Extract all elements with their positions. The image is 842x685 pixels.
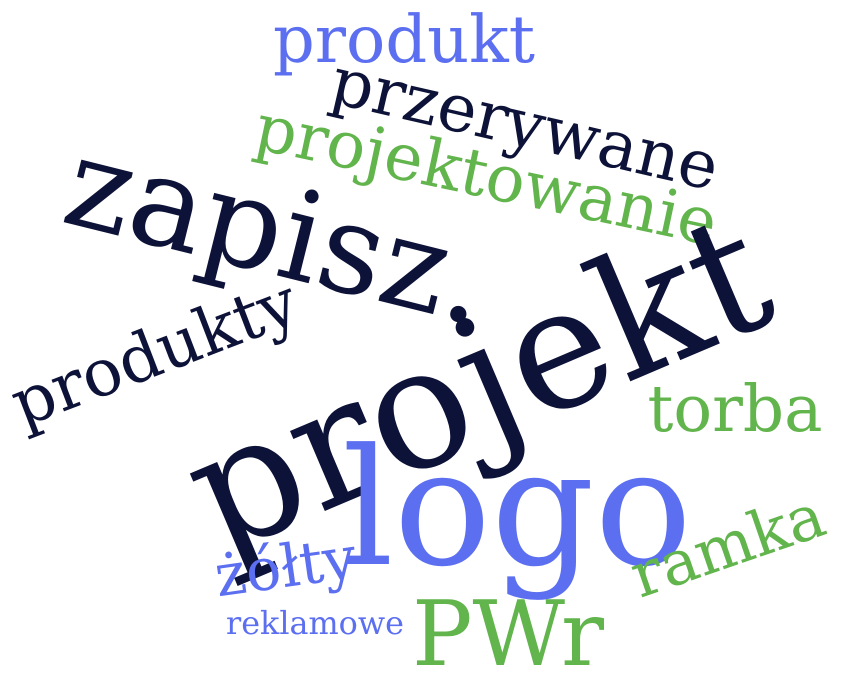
word-logo: logo <box>342 415 692 603</box>
word-pwr: PWr <box>412 582 604 685</box>
word-produkt: produkt <box>273 1 535 78</box>
word-zolty: żółty <box>209 522 360 611</box>
word-reklamowe: reklamowe <box>226 604 404 642</box>
word-torba: torba <box>647 372 823 447</box>
